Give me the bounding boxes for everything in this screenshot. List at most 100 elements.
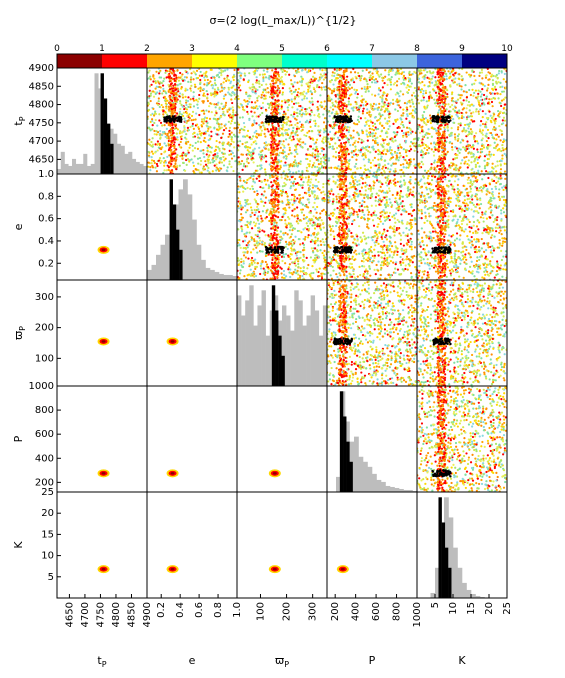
- sample-point: [170, 163, 173, 166]
- sample-point: [406, 84, 409, 87]
- sample-point: [309, 145, 313, 148]
- sample-point: [365, 80, 368, 83]
- sample-point: [156, 124, 159, 127]
- sample-point: [425, 171, 428, 174]
- sample-point: [223, 77, 226, 80]
- sample-point: [264, 171, 267, 174]
- sample-point: [377, 153, 380, 156]
- sample-point: [264, 94, 267, 97]
- sample-point: [407, 133, 410, 136]
- sample-point: [319, 104, 322, 107]
- sample-point: [228, 93, 231, 96]
- sample-point: [292, 115, 295, 118]
- sample-point: [198, 130, 201, 133]
- sample-point: [319, 157, 323, 160]
- sample-point: [173, 111, 176, 114]
- sample-point: [402, 93, 405, 96]
- sample-point: [220, 136, 223, 140]
- sample-point: [425, 107, 428, 110]
- best-fit-point: [165, 118, 168, 122]
- sample-point: [222, 105, 225, 108]
- sample-point: [367, 71, 371, 74]
- sample-point: [436, 73, 439, 76]
- sample-point: [387, 104, 390, 108]
- sample-point: [296, 134, 299, 137]
- sample-point: [467, 115, 470, 118]
- sample-point: [160, 103, 163, 107]
- sample-point: [504, 139, 507, 142]
- sample-point: [369, 119, 372, 122]
- sample-point: [274, 75, 277, 78]
- sample-point: [238, 238, 241, 242]
- sample-point: [293, 90, 297, 93]
- sample-point: [441, 141, 444, 145]
- sample-point: [389, 146, 392, 149]
- sample-point: [390, 149, 393, 152]
- sample-point: [473, 91, 476, 95]
- sample-point: [307, 178, 310, 182]
- sample-point: [417, 127, 420, 131]
- sample-point: [460, 114, 464, 118]
- sample-point: [178, 145, 181, 148]
- panel-e-e: [146, 173, 238, 281]
- sample-point: [251, 91, 255, 94]
- sample-point: [253, 190, 256, 193]
- sample-point: [359, 79, 362, 82]
- sample-point: [467, 152, 470, 155]
- sample-point: [440, 71, 443, 74]
- sample-point: [373, 141, 377, 144]
- sample-point: [179, 140, 182, 144]
- sample-point: [288, 103, 291, 107]
- sample-point: [179, 107, 182, 111]
- sample-point: [345, 168, 348, 172]
- sample-point: [309, 240, 312, 243]
- sample-point: [481, 133, 484, 136]
- sample-point: [242, 162, 246, 165]
- sample-point: [431, 75, 434, 78]
- sample-point: [210, 146, 213, 149]
- sample-point: [470, 161, 473, 164]
- sample-point: [154, 112, 157, 115]
- sample-point: [150, 118, 154, 121]
- sample-point: [379, 157, 383, 160]
- sample-point: [335, 146, 339, 150]
- sample-point: [155, 85, 158, 88]
- sample-point: [295, 127, 299, 131]
- sample-point: [459, 141, 462, 144]
- sample-point: [494, 147, 497, 150]
- sample-point: [299, 162, 302, 166]
- sample-point: [265, 109, 268, 112]
- sample-point: [392, 162, 396, 165]
- sample-point: [412, 105, 416, 108]
- sample-point: [397, 146, 400, 150]
- sample-point: [337, 97, 340, 100]
- sample-point: [240, 104, 244, 107]
- sample-point: [229, 82, 232, 85]
- sample-point: [432, 154, 436, 157]
- sample-point: [321, 137, 325, 141]
- sample-point: [159, 136, 162, 139]
- sample-point: [252, 161, 255, 164]
- sample-point: [182, 151, 185, 154]
- sample-point: [437, 143, 440, 147]
- sample-point: [429, 119, 432, 122]
- sample-point: [463, 123, 467, 127]
- sample-point: [162, 109, 165, 112]
- sample-point: [243, 99, 246, 102]
- sample-point: [282, 82, 286, 85]
- best-fit-point: [176, 116, 179, 119]
- sample-point: [448, 166, 452, 169]
- sample-point: [322, 131, 326, 134]
- sample-point: [344, 157, 347, 160]
- sample-point: [341, 84, 344, 87]
- sample-point: [364, 90, 367, 93]
- sample-point: [452, 78, 455, 81]
- sample-point: [347, 110, 351, 113]
- sample-point: [429, 121, 432, 125]
- sample-point: [388, 115, 392, 118]
- sample-point: [354, 92, 357, 95]
- sample-point: [295, 118, 298, 121]
- sample-point: [383, 148, 386, 151]
- sample-point: [396, 118, 399, 121]
- sample-point: [424, 117, 427, 120]
